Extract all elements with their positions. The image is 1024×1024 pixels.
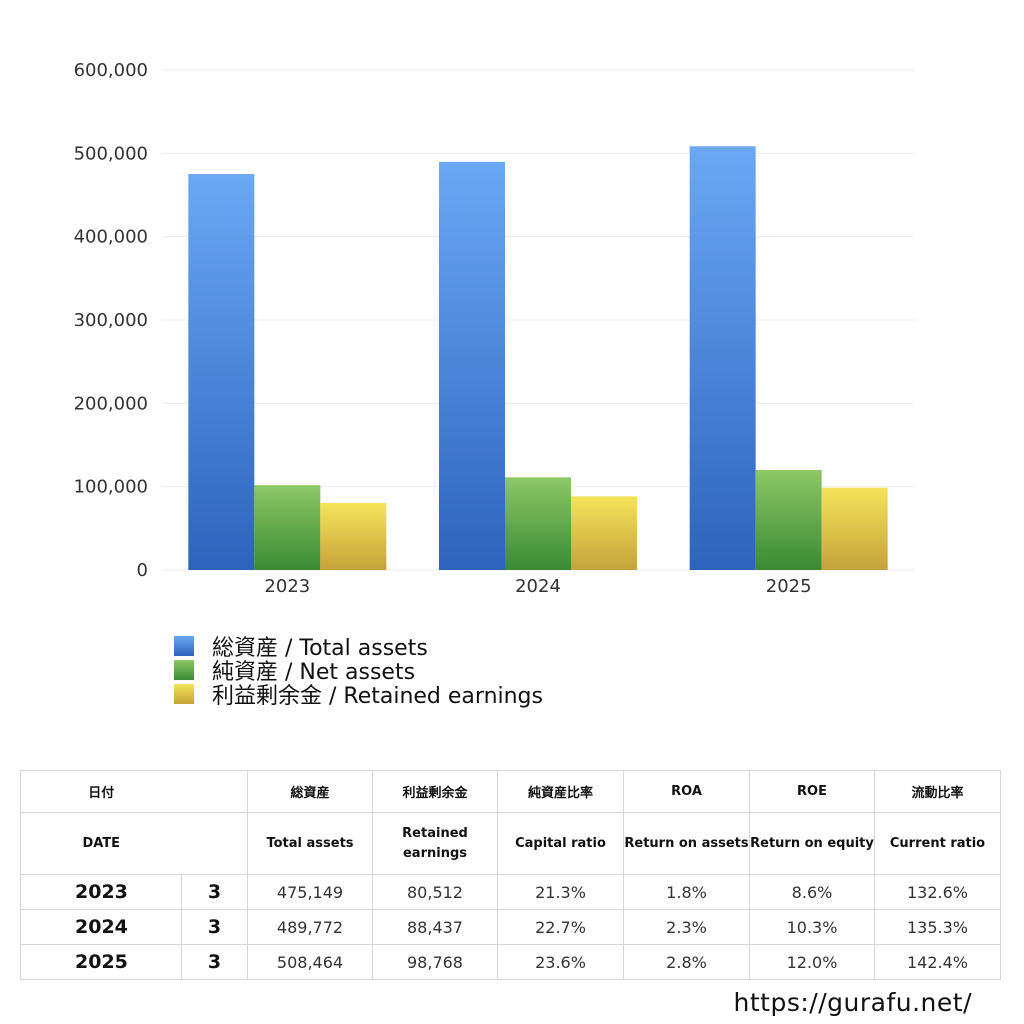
y-tick-label: 400,000	[74, 227, 148, 248]
cell-total-assets: 489,772	[247, 909, 373, 945]
legend-swatch	[174, 636, 194, 656]
cell-year: 2024	[20, 909, 182, 945]
cell-current-ratio: 132.6%	[874, 874, 1001, 910]
header-total-assets-en: Total assets	[247, 812, 373, 875]
header-blank	[181, 770, 248, 813]
cell-month: 3	[181, 944, 248, 980]
x-tick-label: 2024	[515, 576, 561, 597]
bar-total-assets-2023	[188, 174, 255, 571]
bar-retained-earnings-2025	[821, 487, 888, 570]
bar-retained-earnings-2024	[571, 496, 637, 570]
source-url-link[interactable]: https://gurafu.net/	[733, 988, 972, 1017]
header-capital-ratio-en: Capital ratio	[497, 812, 624, 875]
legend-swatch	[174, 660, 194, 680]
bar-total-assets-2025	[689, 146, 756, 570]
cell-month: 3	[181, 909, 248, 945]
legend-item-net-assets: 純資産 / Net assets	[174, 658, 543, 685]
header-date-en: DATE	[20, 812, 182, 875]
cell-year: 2025	[20, 944, 182, 980]
table-header-row-jp: 日付 総資産 利益剰余金 純資産比率 ROA ROE 流動比率	[20, 770, 1001, 813]
header-current-ratio-en: Current ratio	[874, 812, 1001, 875]
legend-item-retained-earnings: 利益剰余金 / Retained earnings	[174, 682, 543, 709]
y-tick-label: 300,000	[74, 310, 148, 331]
cell-roe: 12.0%	[749, 944, 875, 980]
cell-capital-ratio: 21.3%	[497, 874, 624, 910]
header-roa-jp: ROA	[623, 770, 750, 813]
header-capital-ratio-jp: 純資産比率	[497, 770, 624, 813]
header-roa-en: Return on assets	[623, 812, 750, 875]
cell-capital-ratio: 22.7%	[497, 909, 624, 945]
cell-retained-earnings: 88,437	[372, 909, 498, 945]
header-total-assets-jp: 総資産	[247, 770, 373, 813]
header-roe-jp: ROE	[749, 770, 875, 813]
y-tick-label: 100,000	[74, 477, 148, 498]
cell-roe: 8.6%	[749, 874, 875, 910]
cell-retained-earnings: 80,512	[372, 874, 498, 910]
legend-label: 利益剰余金 / Retained earnings	[212, 684, 543, 709]
cell-month: 3	[181, 874, 248, 910]
y-tick-label: 200,000	[74, 393, 148, 414]
bar-chart: 0 100,000 200,000 300,000 400,000 500,000 600,…	[74, 60, 914, 597]
legend-label: 純資産 / Net assets	[212, 660, 416, 685]
legend-label: 総資産 / Total assets	[212, 636, 428, 661]
cell-year: 2023	[20, 874, 182, 910]
x-tick-label: 2025	[766, 576, 812, 597]
legend-item-total-assets: 総資産 / Total assets	[174, 634, 543, 661]
table-row: 2025 3 508,464 98,768 23.6% 2.8% 12.0% 1…	[20, 944, 1001, 980]
bar-total-assets-2024	[439, 161, 505, 570]
cell-roa: 1.8%	[623, 874, 750, 910]
header-roe-en: Return on equity	[749, 812, 875, 875]
financial-metrics-table: 日付 総資産 利益剰余金 純資産比率 ROA ROE 流動比率 DATE Tot…	[20, 770, 1001, 980]
cell-roe: 10.3%	[749, 909, 875, 945]
table-row: 2023 3 475,149 80,512 21.3% 1.8% 8.6% 13…	[20, 874, 1001, 910]
cell-retained-earnings: 98,768	[372, 944, 498, 980]
y-axis-ticks: 0 100,000 200,000 300,000 400,000 500,000 600,…	[74, 60, 148, 581]
header-retained-earnings-en: Retained earnings	[372, 812, 498, 875]
bar-net-assets-2025	[755, 470, 822, 570]
header-blank	[181, 812, 248, 875]
y-tick-label: 500,000	[74, 143, 148, 164]
bar-net-assets-2023	[254, 485, 321, 570]
cell-current-ratio: 142.4%	[874, 944, 1001, 980]
header-date-jp: 日付	[20, 770, 182, 813]
cell-roa: 2.8%	[623, 944, 750, 980]
bars	[188, 146, 888, 571]
cell-total-assets: 475,149	[247, 874, 373, 910]
header-retained-earnings-jp: 利益剰余金	[372, 770, 498, 813]
cell-capital-ratio: 23.6%	[497, 944, 624, 980]
cell-current-ratio: 135.3%	[874, 909, 1001, 945]
table-row: 2024 3 489,772 88,437 22.7% 2.3% 10.3% 1…	[20, 909, 1001, 945]
x-axis-ticks: 2023 2024 2025	[264, 576, 811, 597]
table-header-row-en: DATE Total assets Retained earnings Capi…	[20, 812, 1001, 875]
legend-swatch	[174, 684, 194, 704]
chart-legend: 総資産 / Total assets 純資産 / Net assets 利益剰余…	[174, 634, 543, 709]
cell-roa: 2.3%	[623, 909, 750, 945]
header-current-ratio-jp: 流動比率	[874, 770, 1001, 813]
y-tick-label: 600,000	[74, 60, 148, 81]
bar-retained-earnings-2023	[320, 502, 387, 570]
x-tick-label: 2023	[264, 576, 310, 597]
bar-net-assets-2024	[505, 477, 571, 570]
y-tick-label: 0	[137, 560, 148, 581]
cell-total-assets: 508,464	[247, 944, 373, 980]
